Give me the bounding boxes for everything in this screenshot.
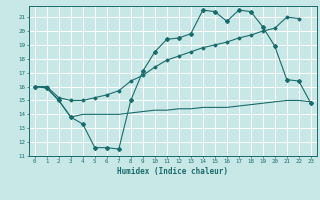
X-axis label: Humidex (Indice chaleur): Humidex (Indice chaleur)	[117, 167, 228, 176]
